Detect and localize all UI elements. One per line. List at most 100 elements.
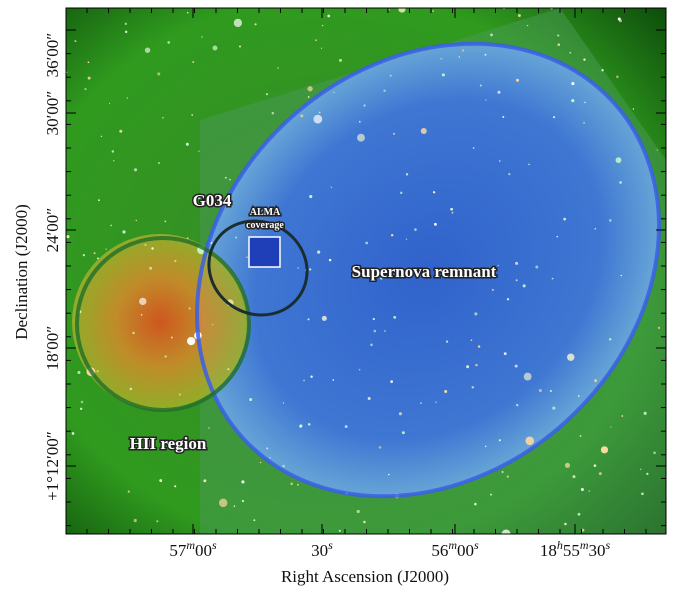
x-tick-label: 56m00s (431, 538, 479, 560)
star (77, 370, 81, 374)
star (571, 99, 575, 103)
star (129, 387, 133, 391)
star (151, 247, 154, 250)
star (484, 445, 487, 448)
star (321, 315, 327, 321)
star (390, 233, 394, 237)
star (186, 11, 189, 14)
star (414, 228, 417, 231)
g034-outline (207, 219, 309, 317)
star (506, 298, 510, 301)
star (108, 102, 111, 104)
star (398, 412, 402, 416)
star (433, 222, 437, 226)
star (571, 82, 575, 86)
star (224, 176, 227, 179)
star (526, 24, 529, 27)
y-tick-label: 36′00″ (43, 33, 62, 78)
star (318, 111, 321, 114)
star (96, 257, 99, 260)
star (632, 108, 635, 110)
star (643, 411, 647, 415)
star (594, 379, 597, 382)
y-tick-label: 30′00″ (43, 91, 62, 136)
star (557, 34, 560, 37)
star (390, 380, 394, 383)
star (188, 307, 191, 310)
star (253, 519, 256, 522)
star (310, 375, 313, 378)
star (358, 120, 361, 123)
star (87, 61, 90, 64)
star (445, 340, 449, 343)
star (330, 186, 333, 189)
star (372, 317, 375, 321)
star (508, 173, 511, 176)
star (167, 41, 171, 44)
star (307, 423, 311, 426)
star (71, 432, 75, 435)
star (93, 252, 96, 255)
star (124, 30, 128, 34)
star (367, 396, 371, 400)
x-tick-label-part: 30 (589, 541, 606, 560)
star (572, 475, 576, 479)
star (657, 326, 661, 330)
star (569, 51, 572, 54)
star (80, 400, 84, 404)
star (157, 72, 161, 76)
star (254, 23, 257, 26)
star (315, 39, 317, 42)
x-tick-label-part: m (448, 538, 457, 552)
star (401, 431, 405, 435)
star (303, 379, 305, 382)
y-tick-label: +1°12′00″ (43, 431, 62, 501)
star (498, 160, 501, 162)
star (159, 479, 163, 482)
star (282, 464, 285, 468)
star (515, 279, 518, 282)
star (474, 502, 477, 506)
x-tick-label-part: h (557, 538, 563, 552)
star (616, 75, 619, 79)
star (320, 47, 323, 49)
star (640, 468, 642, 470)
star (441, 73, 445, 77)
x-tick-label-part: 56 (431, 541, 448, 560)
star (140, 313, 143, 316)
star (299, 425, 303, 428)
star (552, 115, 556, 119)
star (581, 528, 585, 532)
star (356, 509, 360, 514)
star (400, 191, 403, 195)
annotation: HII region (130, 434, 207, 453)
star (405, 173, 409, 176)
star (501, 529, 511, 534)
annotation: coverage (246, 220, 284, 231)
star (444, 389, 448, 393)
star (380, 277, 383, 280)
star (523, 372, 532, 381)
star (564, 462, 571, 468)
star (132, 331, 135, 335)
x-axis-title: Right Ascension (J2000) (281, 567, 449, 586)
star (365, 241, 369, 245)
x-tick-label-part: 00 (457, 541, 474, 560)
star (435, 401, 437, 403)
star (563, 217, 567, 221)
star (535, 265, 539, 269)
x-tick-label-part: 18 (540, 541, 557, 560)
star (186, 237, 189, 239)
star (233, 18, 243, 28)
x-tick-label: 18h55m30s (540, 538, 611, 560)
x-tick-label-part: m (186, 538, 195, 552)
star (484, 53, 487, 56)
star (241, 480, 245, 484)
star (506, 475, 509, 478)
star (317, 250, 321, 254)
star (503, 352, 507, 356)
x-tick-label: 57m00s (169, 538, 217, 560)
star (282, 402, 285, 404)
star (600, 446, 609, 454)
